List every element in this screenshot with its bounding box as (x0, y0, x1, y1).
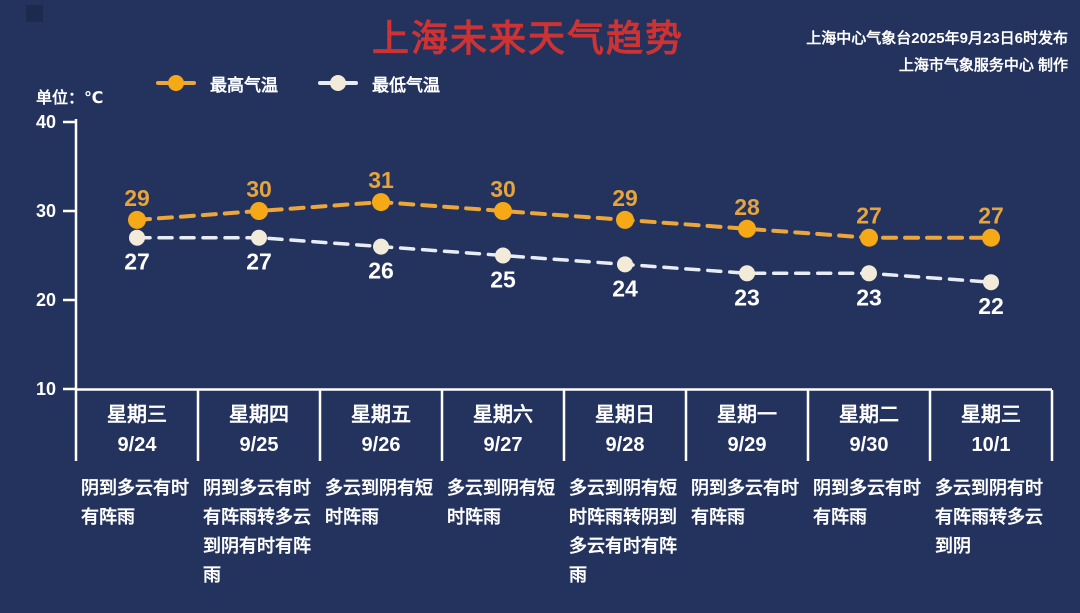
page-title: 上海未来天气趋势 (372, 18, 684, 59)
legend-item-min: 最低气温 (318, 71, 440, 96)
min-temp-point (495, 247, 511, 264)
weekday-label: 星期日 (595, 404, 655, 426)
day-column: 星期三 9/24 阴到多云有时 有阵雨 (76, 392, 198, 532)
max-temp-value-label: 27 (856, 203, 882, 229)
y-axis-tick-label: 20 (36, 290, 56, 310)
min-temp-value-label: 23 (734, 284, 760, 310)
day-column: 星期六 9/27 多云到阴有短 时阵雨 (442, 392, 564, 532)
legend-label-max: 最高气温 (210, 75, 278, 95)
day-column: 星期日 9/28 多云到阴有短 时阵雨转阴到 多云有时有阵 雨 (564, 392, 686, 590)
max-temp-line (135, 200, 993, 240)
weather-description: 阴到多云有时 有阵雨转多云 到阴有时有阵 雨 (203, 478, 311, 585)
weather-description: 多云到阴有短 时阵雨 (325, 478, 433, 527)
min-temp-point (617, 256, 633, 273)
min-temp-point (129, 229, 145, 246)
weekday-label: 星期一 (717, 404, 777, 426)
max-temp-value-label: 27 (978, 203, 1004, 229)
weather-description: 多云到阴有短 时阵雨转阴到 多云有时有阵 雨 (569, 478, 677, 585)
source-line-2: 上海市气象服务中心 制作 (898, 57, 1068, 74)
min-temp-value-label: 27 (124, 249, 150, 275)
y-axis-unit-label: 单位：℃ (36, 90, 104, 107)
weekday-label: 星期四 (229, 404, 289, 426)
max-temp-point (128, 210, 146, 229)
date-label: 9/29 (727, 434, 767, 456)
date-label: 9/25 (239, 434, 279, 456)
min-temp-value-label: 22 (978, 293, 1004, 319)
min-temp-value-label: 25 (490, 267, 516, 293)
date-label: 9/27 (483, 434, 523, 456)
legend-label-min: 最低气温 (372, 75, 440, 95)
chart-legend: 最高气温 最低气温 (156, 70, 440, 96)
max-temp-value-label: 30 (490, 176, 516, 202)
max-temp-value-label: 31 (368, 167, 394, 193)
min-temp-point (861, 265, 877, 282)
min-temp-point (739, 265, 755, 282)
max-temp-point (250, 202, 268, 220)
date-label: 9/30 (849, 434, 889, 456)
min-temp-value-label: 26 (368, 258, 394, 284)
y-axis-tick-label: 10 (36, 379, 56, 399)
y-axis-tick-label: 30 (36, 201, 56, 221)
weekday-label: 星期三 (107, 404, 167, 426)
weekday-label: 星期五 (351, 404, 411, 426)
max-temp-value-label: 29 (124, 185, 150, 211)
min-temp-point (983, 274, 999, 291)
date-label: 9/24 (117, 434, 157, 456)
weather-description: 多云到阴有时 有阵雨转多云 到阴 (935, 478, 1043, 556)
min-temp-line (135, 235, 993, 284)
max-temp-value-label: 28 (734, 194, 760, 220)
day-column: 星期三 10/1 多云到阴有时 有阵雨转多云 到阴 (930, 392, 1052, 561)
min-temp-value-label: 24 (612, 275, 638, 301)
min-temp-value-label: 23 (856, 284, 882, 310)
max-temp-point (616, 210, 634, 229)
weather-description: 阴到多云有时 有阵雨 (691, 478, 799, 527)
max-temp-point (738, 219, 756, 238)
legend-item-max: 最高气温 (156, 71, 278, 96)
date-label: 10/1 (971, 434, 1011, 456)
weather-description: 阴到多云有时 有阵雨 (813, 478, 921, 527)
source-info: 上海中心气象台2025年9月23日6时发布 上海市气象服务中心 制作 (806, 25, 1068, 79)
watermark-square (26, 5, 43, 22)
date-label: 9/28 (605, 434, 645, 456)
date-label: 9/26 (361, 434, 401, 456)
weekday-label: 星期六 (473, 404, 533, 426)
weekday-label: 星期二 (839, 404, 899, 426)
day-column: 星期一 9/29 阴到多云有时 有阵雨 (686, 392, 808, 532)
max-temp-legend-marker-icon (156, 75, 196, 91)
max-temp-value-label: 29 (612, 185, 638, 211)
weekday-label: 星期三 (961, 404, 1021, 426)
max-temp-point (982, 228, 1000, 247)
min-temp-legend-marker-icon (318, 75, 358, 91)
day-column: 星期二 9/30 阴到多云有时 有阵雨 (808, 392, 930, 532)
min-temp-point (251, 229, 267, 246)
min-temp-value-label: 27 (246, 249, 272, 275)
day-column: 星期五 9/26 多云到阴有短 时阵雨 (320, 392, 442, 532)
weather-description: 阴到多云有时 有阵雨 (81, 478, 189, 527)
max-temp-point (372, 193, 390, 212)
max-temp-point (494, 202, 512, 220)
day-column: 星期四 9/25 阴到多云有时 有阵雨转多云 到阴有时有阵 雨 (198, 392, 320, 590)
min-temp-point (373, 238, 389, 255)
weather-description: 多云到阴有短 时阵雨 (447, 478, 555, 527)
max-temp-value-label: 30 (246, 176, 272, 202)
max-temp-point (860, 228, 878, 247)
source-line-1: 上海中心气象台2025年9月23日6时发布 (806, 30, 1068, 47)
y-axis-tick-label: 40 (36, 112, 56, 132)
